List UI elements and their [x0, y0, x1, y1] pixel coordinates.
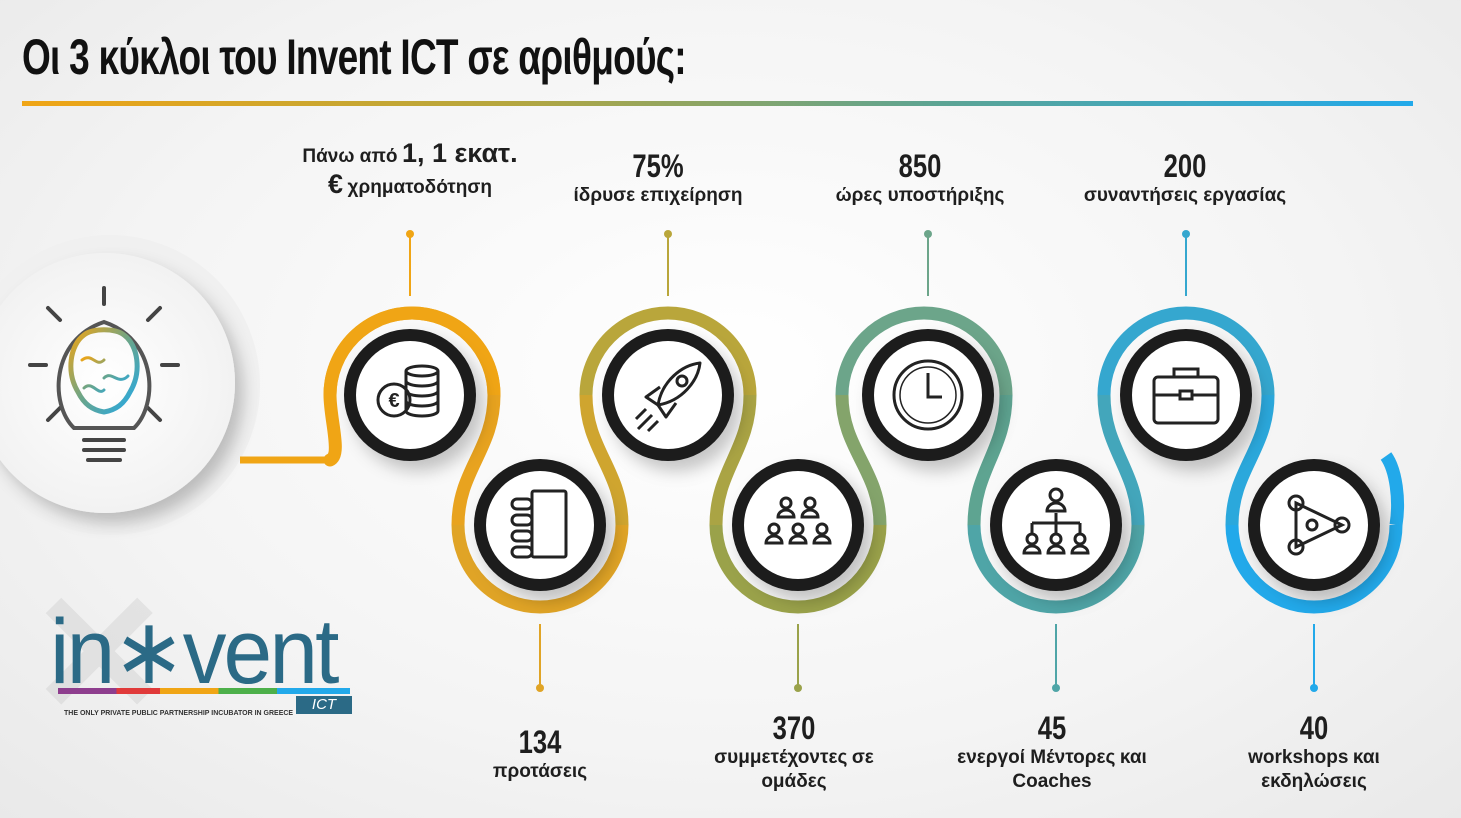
circle-mentors: [990, 459, 1122, 591]
svg-text:€: €: [388, 390, 399, 412]
logo-ict-badge: ICT: [296, 696, 352, 714]
stat-participants-label1: συμμετέχοντες: [714, 747, 848, 768]
hero-lightbulb: [0, 235, 260, 535]
stat-mentors-value: 45: [1037, 710, 1067, 746]
rocket-icon: [634, 361, 702, 433]
page-title: Οι 3 κύκλοι του Invent ICT σε αριθμούς:: [22, 29, 687, 85]
title-underline: [22, 101, 1413, 106]
stat-mentors-label2: και Coaches: [1012, 747, 1147, 792]
stat-mentors: 45 ενεργοί Μέντορες και Coaches: [942, 710, 1162, 794]
stat-workshops-label2: και εκδηλώσεις: [1261, 747, 1380, 792]
logo-tagline: THE ONLY PRIVATE PUBLIC PARTNERSHIP INCU…: [64, 710, 294, 717]
people-group-icon: [764, 496, 832, 545]
stat-founded: 75% ίδρυσε επιχείρηση: [548, 148, 768, 208]
stat-workshops-value: 40: [1299, 710, 1329, 746]
stat-meetings-label: συναντήσεις εργασίας: [1083, 185, 1287, 206]
stat-meetings: 200 συναντήσεις εργασίας: [1075, 148, 1295, 208]
logo-color-stripes: [58, 688, 350, 694]
logo-wordmark: in∗vent: [50, 601, 339, 703]
stat-mentors-label1: ενεργοί Μέντορες: [957, 747, 1116, 768]
briefcase-icon: [1152, 367, 1220, 425]
stat-hours-label: ώρες υποστήριξης: [835, 185, 1005, 206]
stat-founded-value: 75%: [632, 148, 684, 184]
circle-meetings: [1120, 329, 1252, 461]
stat-funding-line2: 1, 1 εκατ. €: [328, 138, 518, 199]
stat-funding: Πάνω από 1, 1 εκατ. € χρηματοδότηση: [300, 138, 520, 200]
logo-watermark-x: ✕: [28, 560, 171, 750]
stat-funding-line1: Πάνω από: [302, 146, 398, 167]
lightbulb-brain-icon: [28, 286, 180, 462]
circle-participants: [732, 459, 864, 591]
stat-workshops-label1: workshops: [1248, 747, 1349, 768]
document-list-icon: [510, 489, 568, 559]
stat-participants: 370 συμμετέχοντες σε ομάδες: [684, 710, 904, 794]
stat-hours: 850 ώρες υποστήριξης: [810, 148, 1030, 208]
clock-icon: [892, 359, 964, 431]
stat-participants-value: 370: [772, 710, 816, 746]
stat-founded-label: ίδρυσε επιχείρηση: [573, 185, 743, 206]
circle-hours: [862, 329, 994, 461]
circle-workshops: [1248, 459, 1380, 591]
circle-founded: [602, 329, 734, 461]
circle-funding: €: [344, 329, 476, 461]
stat-participants-label2: σε ομάδες: [761, 747, 874, 792]
org-chart-icon: [1022, 487, 1090, 555]
stat-workshops: 40 workshops και εκδηλώσεις: [1204, 710, 1424, 794]
stat-hours-value: 850: [898, 148, 942, 184]
stat-proposals-value: 134: [518, 724, 562, 760]
stat-meetings-value: 200: [1163, 148, 1207, 184]
stat-proposals: 134 προτάσεις: [430, 724, 650, 784]
stat-funding-line3: χρηματοδότηση: [347, 177, 492, 198]
coins-euro-icon: €: [376, 364, 440, 418]
team-network-icon: [1287, 494, 1351, 556]
circle-proposals: [474, 459, 606, 591]
pointer-lines: [406, 230, 1318, 692]
stat-proposals-label: προτάσεις: [492, 761, 588, 782]
